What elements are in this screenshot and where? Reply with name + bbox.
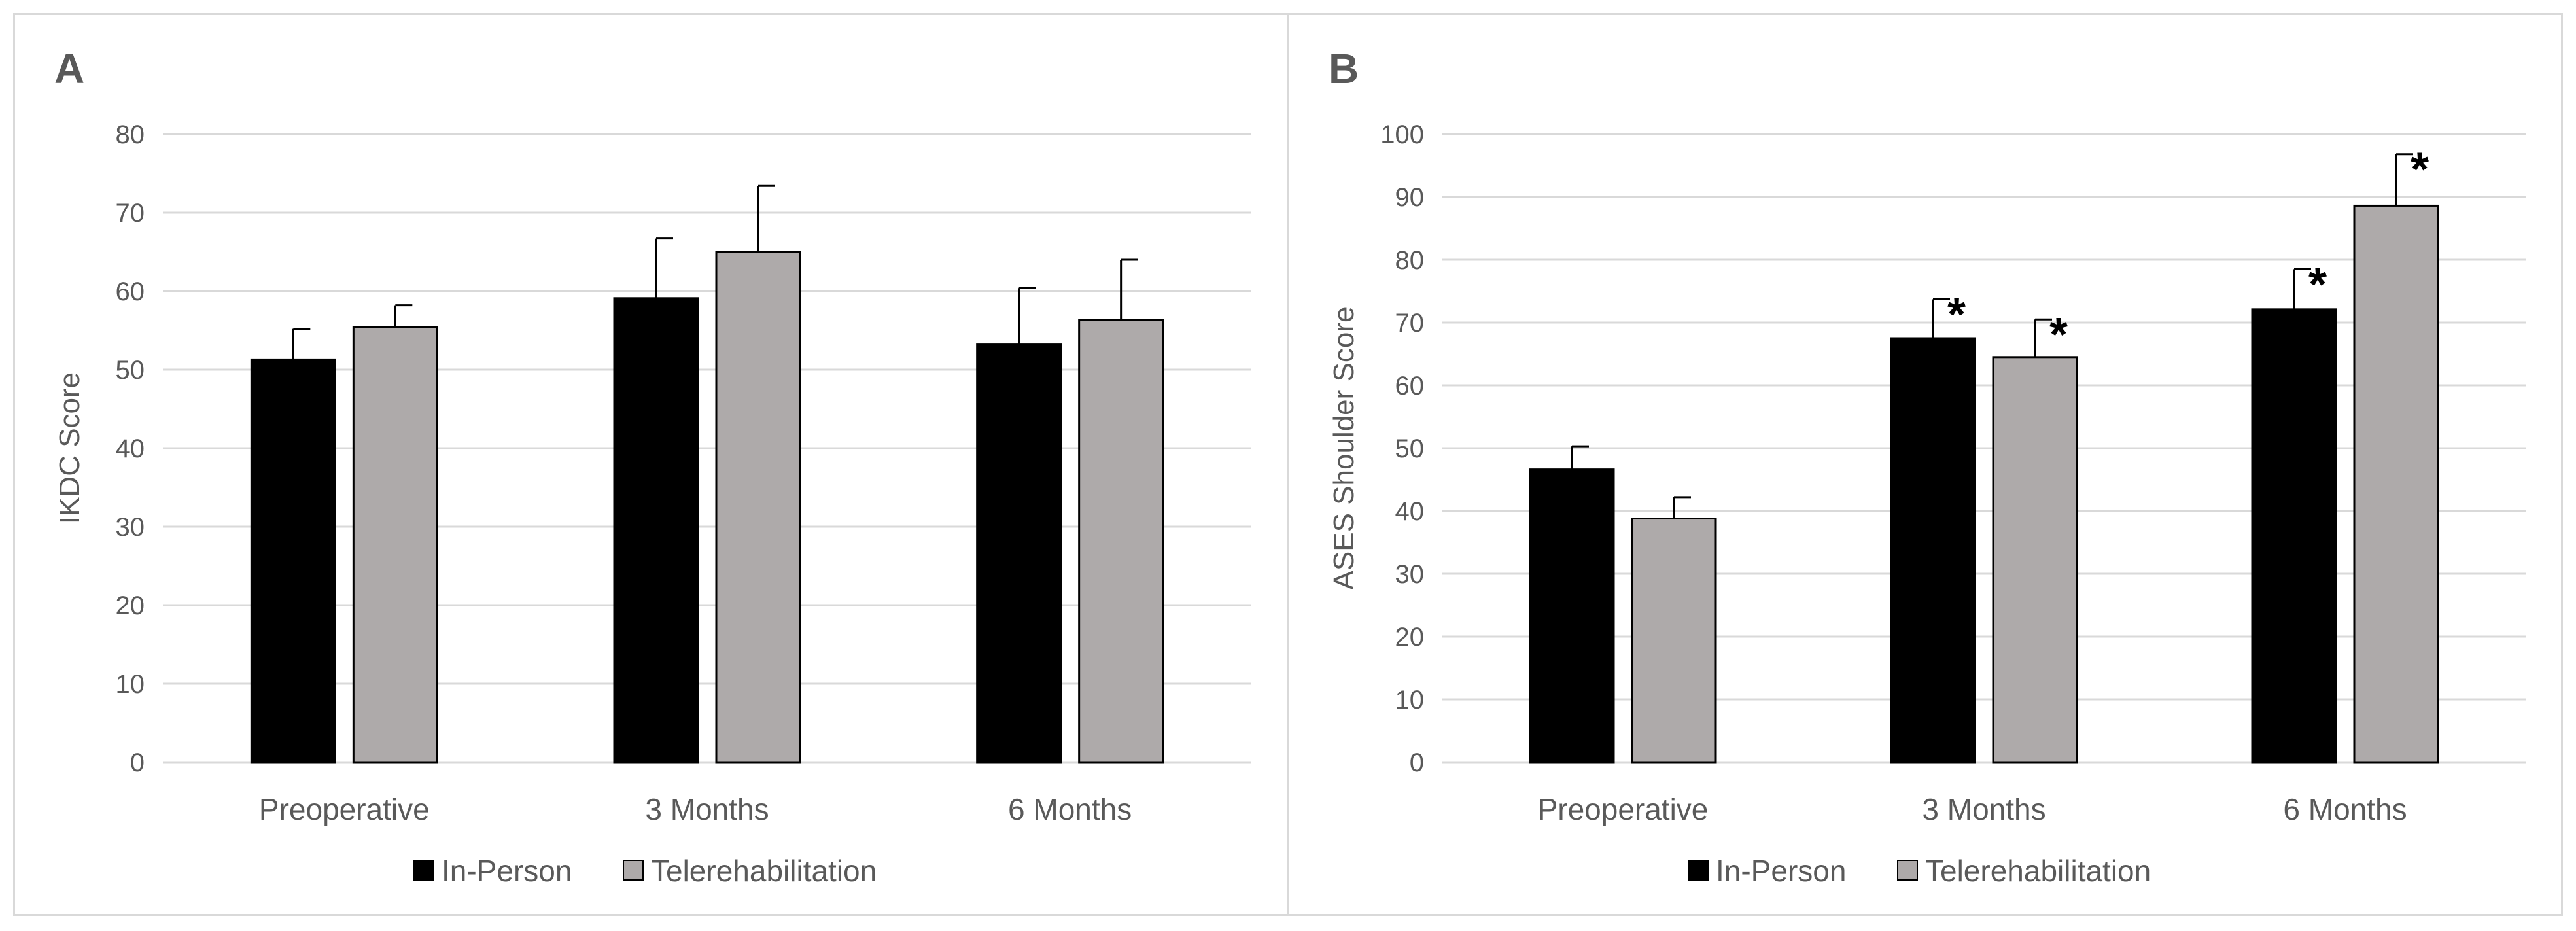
bar-telerehabilitation xyxy=(1992,356,2078,764)
y-tick-label: 0 xyxy=(1410,748,1424,777)
y-tick-label: 50 xyxy=(116,356,145,385)
y-tick-label: 70 xyxy=(116,199,145,228)
y-tick-label: 50 xyxy=(1395,434,1425,463)
y-axis-label: IKDC Score xyxy=(54,372,86,524)
significance-marker: * xyxy=(1947,289,1966,341)
significance-marker: * xyxy=(2049,309,2068,361)
panel-label: A xyxy=(54,45,84,92)
y-axis-label: ASES Shoulder Score xyxy=(1328,307,1360,590)
y-tick-label: 0 xyxy=(130,748,145,777)
significance-marker: * xyxy=(2308,258,2327,311)
x-tick-label: Preoperative xyxy=(1538,792,1709,826)
y-tick-label: 10 xyxy=(1395,686,1425,714)
x-tick-label: 6 Months xyxy=(2283,792,2407,826)
y-tick-label: 40 xyxy=(1395,497,1425,526)
y-tick-label: 80 xyxy=(116,120,145,149)
bar-telerehabilitation xyxy=(352,326,438,764)
bar-in-person xyxy=(1890,337,1976,764)
legend-swatch xyxy=(413,860,434,881)
legend-label: Telerehabilitation xyxy=(1925,854,2151,888)
y-tick-label: 20 xyxy=(116,591,145,620)
y-tick-label: 20 xyxy=(1395,623,1425,652)
y-tick-label: 30 xyxy=(116,513,145,542)
x-tick-label: 6 Months xyxy=(1008,792,1132,826)
panel-a: A 0 10 20 30 40 50 60 70 80 IKDC Score Preoperative… xyxy=(13,13,1289,916)
y-tick-label: 90 xyxy=(1395,183,1425,212)
bar-in-person xyxy=(2251,308,2337,764)
bar-in-person xyxy=(976,343,1062,764)
legend-label: In-Person xyxy=(1716,854,1846,888)
panel-b: B 0 10 20 30 40 50 60 70 80 90 100 ASES Shoulder Sco… xyxy=(1287,13,2563,916)
y-tick-label: 60 xyxy=(1395,372,1425,400)
bar-in-person xyxy=(1529,468,1615,764)
y-tick-label: 40 xyxy=(116,434,145,463)
bar-telerehabilitation xyxy=(1078,319,1164,764)
x-tick-label: 3 Months xyxy=(645,792,769,826)
significance-marker: * xyxy=(2411,144,2429,196)
y-tick-label: 100 xyxy=(1380,120,1424,149)
y-tick-label: 30 xyxy=(1395,560,1425,589)
bar-telerehabilitation xyxy=(715,251,801,764)
bar-telerehabilitation xyxy=(2353,204,2439,764)
chart-b: B 0 10 20 30 40 50 60 70 80 90 100 ASES Shoulder Sco… xyxy=(1328,45,2526,888)
y-tick-label: 60 xyxy=(116,277,145,306)
x-tick-label: 3 Months xyxy=(1922,792,2045,826)
chart-a: A 0 10 20 30 40 50 60 70 80 IKDC Score Preoperative… xyxy=(54,45,1251,888)
bar-in-person xyxy=(250,358,336,764)
legend-label: In-Person xyxy=(442,854,572,888)
bar-in-person xyxy=(613,297,699,764)
legend-label: Telerehabilitation xyxy=(651,854,877,888)
y-tick-label: 70 xyxy=(1395,309,1425,338)
bar-telerehabilitation xyxy=(1631,518,1717,764)
y-tick-label: 80 xyxy=(1395,246,1425,275)
legend-swatch xyxy=(623,860,644,881)
legend-swatch xyxy=(1688,860,1709,881)
y-tick-label: 10 xyxy=(116,670,145,699)
panel-label: B xyxy=(1329,45,1359,92)
x-tick-label: Preoperative xyxy=(259,792,430,826)
legend-swatch xyxy=(1897,860,1918,881)
